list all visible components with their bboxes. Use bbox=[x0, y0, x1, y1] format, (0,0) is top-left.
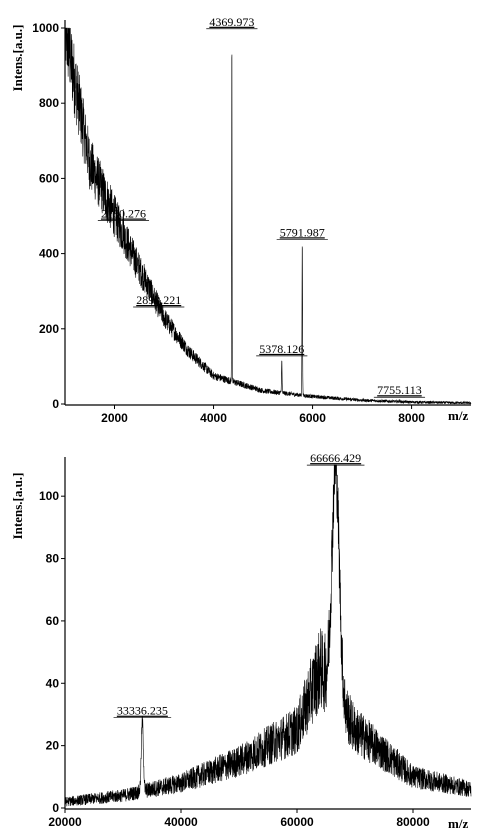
x-tick-label: 4000 bbox=[200, 411, 227, 425]
x-tick-label: 80000 bbox=[396, 815, 430, 829]
y-tick-label: 0 bbox=[52, 801, 59, 815]
y-tick-label: 1000 bbox=[32, 21, 59, 35]
spectrum-line bbox=[64, 27, 472, 405]
x-tick-label: 40000 bbox=[164, 815, 198, 829]
chart-1-y-axis-label: Intens.[a.u.] bbox=[10, 25, 25, 92]
y-tick-label: 800 bbox=[39, 96, 59, 110]
y-tick-label: 400 bbox=[39, 247, 59, 261]
y-tick-label: 60 bbox=[46, 614, 60, 628]
y-tick-label: 0 bbox=[52, 397, 59, 411]
peak-label: 33336.235 bbox=[117, 704, 168, 718]
y-tick-label: 20 bbox=[46, 739, 60, 753]
chart-2-trace bbox=[64, 464, 472, 807]
chart-2: Intens.[a.u.] 20000 40000 60000 80000 0 20 40 6… bbox=[10, 451, 472, 831]
x-tick-label: 6000 bbox=[299, 411, 326, 425]
x-tick-label: 60000 bbox=[280, 815, 314, 829]
chart-2-y-axis-label: Intens.[a.u.] bbox=[10, 473, 25, 540]
peak-label: 2893.221 bbox=[136, 293, 181, 307]
chart-2-x-axis-label: m/z bbox=[448, 816, 468, 831]
chart-2-peak-labels: 33336.235 66666.429 bbox=[113, 451, 365, 719]
y-tick-label: 200 bbox=[39, 322, 59, 336]
chart-2-ticks: 20000 40000 60000 80000 0 20 40 60 80 100 bbox=[39, 489, 430, 829]
chart-1-peak-labels: 2180.276 2893.221 4369.973 5378.126 5791.987… bbox=[97, 15, 426, 398]
chart-1-trace bbox=[64, 27, 472, 405]
spectrum-line bbox=[64, 464, 472, 807]
y-tick-label: 80 bbox=[46, 552, 60, 566]
y-tick-label: 40 bbox=[46, 676, 60, 690]
peak-label: 4369.973 bbox=[209, 15, 254, 29]
peak-label: 66666.429 bbox=[310, 451, 361, 465]
peak-label: 5378.126 bbox=[259, 342, 304, 356]
chart-1: Intens.[a.u.] 2000 4000 6000 8000 0 200 400 600… bbox=[10, 15, 472, 425]
peak-label: 5791.987 bbox=[280, 225, 325, 239]
y-tick-label: 600 bbox=[39, 171, 59, 185]
peak-label: 7755.113 bbox=[377, 383, 422, 397]
x-tick-label: 8000 bbox=[398, 411, 425, 425]
chart-1-ticks: 2000 4000 6000 8000 0 200 400 600 800 1000 bbox=[32, 21, 425, 425]
chart-1-x-axis-label: m/z bbox=[448, 408, 468, 423]
peak-label: 2180.276 bbox=[101, 207, 146, 221]
x-tick-label: 2000 bbox=[101, 411, 128, 425]
y-tick-label: 100 bbox=[39, 489, 59, 503]
x-tick-label: 20000 bbox=[48, 815, 82, 829]
